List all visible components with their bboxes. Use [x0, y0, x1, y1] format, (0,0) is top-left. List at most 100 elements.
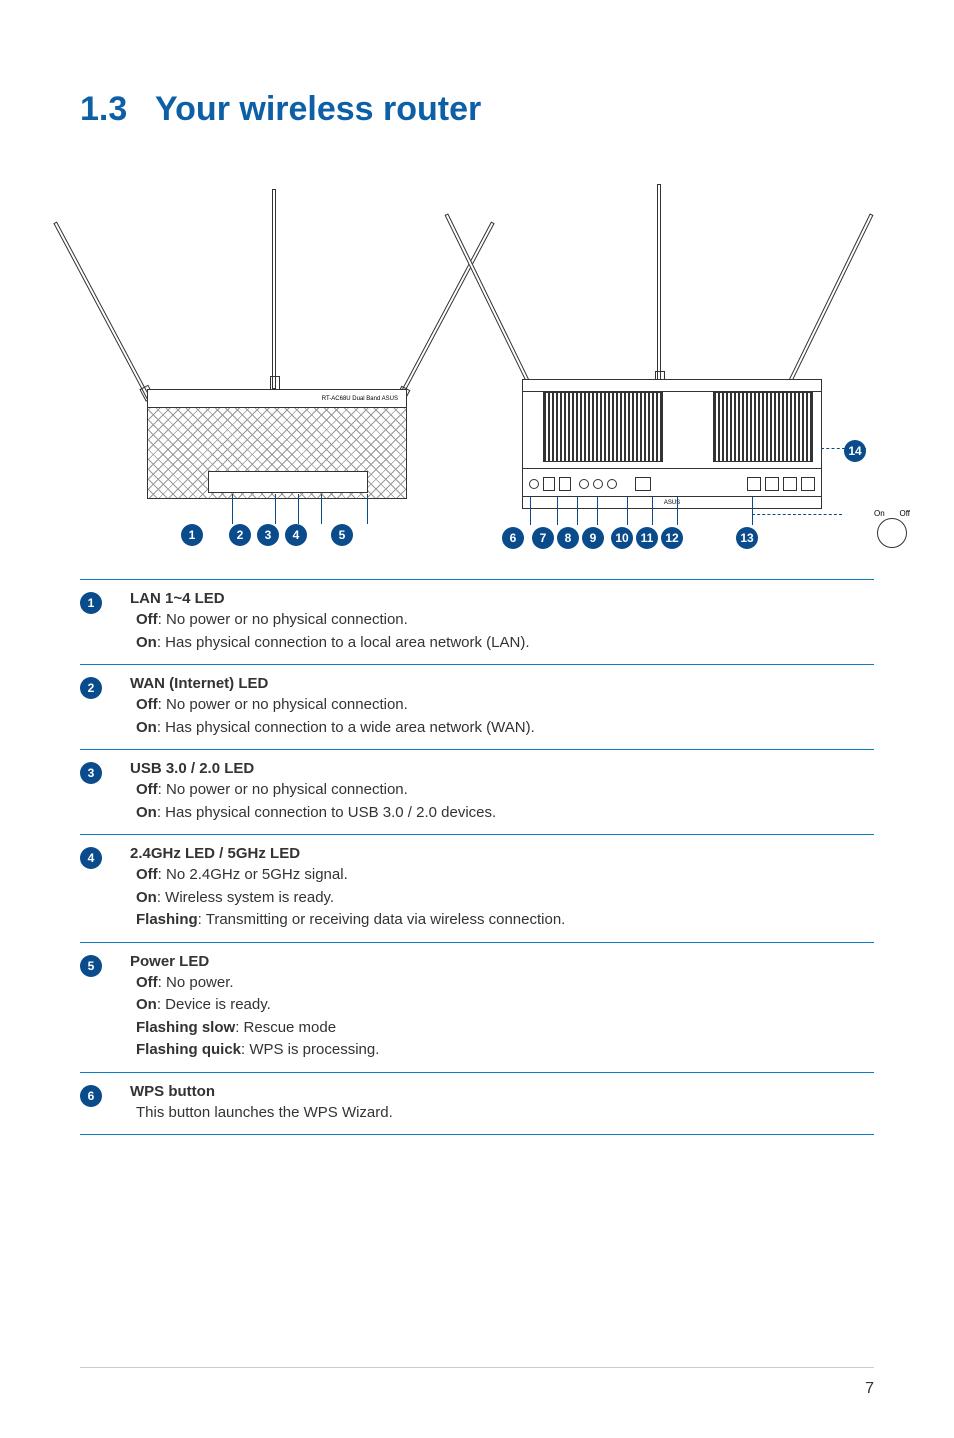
- lan-port-icon: [783, 477, 797, 491]
- ref-line-bold: Off: [136, 974, 158, 991]
- lan-port-icon: [747, 477, 761, 491]
- ref-line-bold: Off: [136, 696, 158, 713]
- page-number: 7: [865, 1380, 874, 1398]
- vent-grille-icon: [713, 392, 813, 462]
- ref-line-bold: On: [136, 634, 157, 651]
- ref-line-text: This button launches the WPS Wizard.: [136, 1104, 393, 1121]
- footer-rule: [80, 1367, 874, 1368]
- callout-badge: 5: [331, 524, 353, 546]
- ref-line-bold: On: [136, 889, 157, 906]
- ref-line-text: : No power or no physical connection.: [158, 781, 408, 798]
- ref-line: Off: No power or no physical connection.: [130, 609, 874, 632]
- front-led-panel: [208, 471, 368, 493]
- callout-line: [597, 497, 598, 525]
- callout-badge: 9: [582, 527, 604, 549]
- section-heading: Your wireless router: [155, 90, 481, 128]
- callout-badge: 7: [532, 527, 554, 549]
- ref-item-title: WAN (Internet) LED: [130, 675, 874, 692]
- ref-badge: 3: [80, 762, 102, 784]
- reference-table: 1LAN 1~4 LEDOff: No power or no physical…: [80, 579, 874, 1135]
- ref-line: Flashing: Transmitting or receiving data…: [130, 909, 874, 932]
- vent-grille-icon: [543, 392, 663, 462]
- callout-line: [530, 497, 531, 525]
- callout-badge: 2: [229, 524, 251, 546]
- ref-item-title: 2.4GHz LED / 5GHz LED: [130, 845, 874, 862]
- back-callouts: 6 7 8 9 10 11 12 13: [502, 527, 758, 549]
- antenna-icon: [782, 213, 873, 395]
- back-top-edge: [523, 380, 821, 392]
- front-logo: RT-AC68U Dual Band ASUS: [148, 390, 406, 408]
- ref-line-text: : Has physical connection to USB 3.0 / 2…: [157, 804, 496, 821]
- ref-line: On: Has physical connection to a wide ar…: [130, 717, 874, 740]
- ref-row: 5Power LEDOff: No power.On: Device is re…: [80, 942, 874, 1072]
- ref-num-col: 4: [80, 845, 110, 932]
- router-back-view: ASUS 14 On Off 6 7 8 9 10 11: [482, 169, 862, 529]
- ref-line: Flashing quick: WPS is processing.: [130, 1039, 874, 1062]
- callout-line: [677, 497, 678, 525]
- ref-row: 4 2.4GHz LED / 5GHz LED Off: No 2.4GHz or …: [80, 834, 874, 942]
- ref-line: On: Wireless system is ready.: [130, 887, 874, 910]
- ref-line-bold: On: [136, 996, 157, 1013]
- dc-in-icon: [607, 479, 617, 489]
- led-off-label: Off: [899, 509, 910, 518]
- reset-button-icon: [579, 479, 589, 489]
- router-front-body: RT-AC68U Dual Band ASUS: [147, 389, 407, 499]
- ref-badge: 5: [80, 955, 102, 977]
- callout-badge: 13: [736, 527, 758, 549]
- ref-row: 6 WPS button This button launches the WPS …: [80, 1072, 874, 1136]
- ref-content: USB 3.0 / 2.0 LEDOff: No power or no phy…: [130, 760, 874, 824]
- ref-line-bold: Off: [136, 781, 158, 798]
- ref-num-col: 6: [80, 1083, 110, 1125]
- ref-line: Off: No power or no physical connection.: [130, 694, 874, 717]
- ref-item-title: LAN 1~4 LED: [130, 590, 874, 607]
- usb-port-icon: [543, 477, 555, 491]
- ref-badge: 2: [80, 677, 102, 699]
- lan-port-icon: [765, 477, 779, 491]
- ref-line-text: : No power or no physical connection.: [158, 696, 408, 713]
- ref-line: On: Device is ready.: [130, 994, 874, 1017]
- ref-num-col: 5: [80, 953, 110, 1062]
- callout-badge: 6: [502, 527, 524, 549]
- ref-line-bold: On: [136, 719, 157, 736]
- ref-badge: 4: [80, 847, 102, 869]
- ref-badge: 6: [80, 1085, 102, 1107]
- callout-line: [627, 497, 628, 525]
- callout-line: [321, 494, 322, 524]
- callout-badge: 8: [557, 527, 579, 549]
- ref-line-text: : No power or no physical connection.: [158, 611, 408, 628]
- ref-content: WAN (Internet) LED Off: No power or no ph…: [130, 675, 874, 739]
- ref-line-text: : Has physical connection to a wide area…: [157, 719, 535, 736]
- front-callouts: 1 2 3 4 5: [92, 524, 442, 546]
- antenna-icon: [397, 221, 494, 399]
- ref-num-col: 3: [80, 760, 110, 824]
- section-number: 1.3: [80, 90, 127, 128]
- antenna-icon: [272, 189, 276, 389]
- ref-line-text: : Device is ready.: [157, 996, 271, 1013]
- ref-line-bold: On: [136, 804, 157, 821]
- callout-line: [577, 497, 578, 525]
- ref-line: On: Has physical connection to USB 3.0 /…: [130, 802, 874, 825]
- ref-line: Off: No 2.4GHz or 5GHz signal.: [130, 864, 874, 887]
- usb-port-icon: [559, 477, 571, 491]
- ref-content: Power LEDOff: No power.On: Device is rea…: [130, 953, 874, 1062]
- callout-badge: 12: [661, 527, 683, 549]
- led-switch-icon: On Off: [872, 509, 912, 559]
- callout-line: [232, 494, 233, 524]
- ref-badge: 1: [80, 592, 102, 614]
- ref-content: LAN 1~4 LED Off: No power or no physical …: [130, 590, 874, 654]
- callout-line: [275, 494, 276, 524]
- antenna-icon: [657, 184, 661, 384]
- router-front-view: RT-AC68U Dual Band ASUS 1 2 3 4 5: [92, 169, 442, 529]
- ref-row: 3 USB 3.0 / 2.0 LEDOff: No power or no ph…: [80, 749, 874, 834]
- wan-port-icon: [635, 477, 651, 491]
- ref-line-text: : Rescue mode: [235, 1019, 336, 1036]
- callout-badge: 14: [844, 440, 866, 462]
- callout-line: [557, 497, 558, 525]
- ref-item-title: Power LED: [130, 953, 874, 970]
- router-back-body: ASUS 14: [522, 379, 822, 509]
- ref-item-title: WPS button: [130, 1083, 874, 1100]
- ref-line: Flashing slow: Rescue mode: [130, 1017, 874, 1040]
- ref-line: On: Has physical connection to a local a…: [130, 632, 874, 655]
- ref-line-text: : Wireless system is ready.: [157, 889, 334, 906]
- callout-badge: 1: [181, 524, 203, 546]
